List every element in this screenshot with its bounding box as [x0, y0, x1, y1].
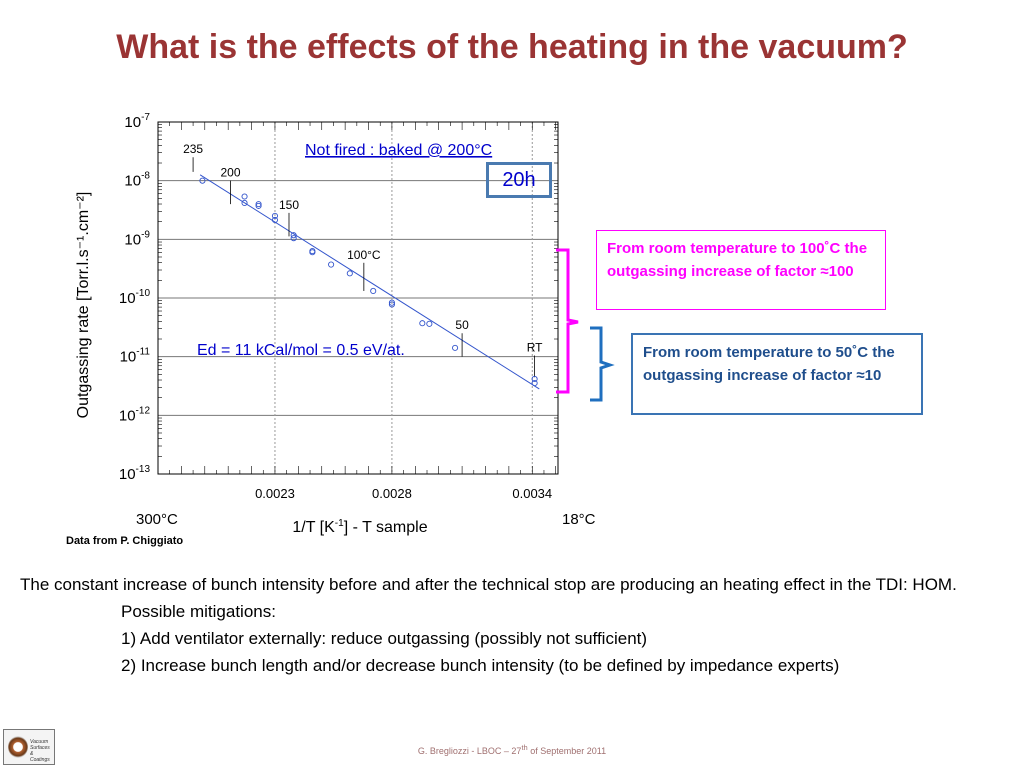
logo-text: Vacuum Surfaces & Coatings [30, 739, 50, 763]
data-point [370, 287, 377, 295]
x-tick-label: 0.0028 [372, 486, 412, 501]
y-tick-label: 10-10 [119, 288, 151, 307]
data-point [290, 235, 297, 242]
body-line-2: Possible mitigations: [121, 602, 276, 621]
data-point [241, 199, 248, 207]
data-point [309, 249, 316, 256]
data-point [241, 193, 248, 200]
logo-ring-icon [8, 736, 28, 758]
data-point [346, 270, 353, 277]
series-title: Not fired : baked @ 200°C [305, 142, 492, 159]
data-point [255, 202, 262, 209]
data-point [452, 344, 459, 351]
temp-marker-label: 150 [279, 198, 299, 212]
y-tick-label: 10-13 [119, 464, 151, 483]
temp-right-label: 18°C [562, 511, 596, 528]
footer: G. Bregliozzi - LBOC – 27th of September… [417, 743, 607, 756]
y-tick-label: 10-8 [124, 171, 150, 190]
y-axis-label: Outgassing rate [Torr.l.s⁻¹.cm⁻²] [75, 192, 92, 419]
data-point [426, 320, 433, 327]
temp-marker-label: 235 [183, 142, 203, 156]
data-point [531, 380, 538, 387]
data-point [388, 299, 395, 306]
data-credit: Data from P. Chiggiato [66, 535, 184, 547]
fit-label: Ed = 11 kCal/mol = 0.5 eV/at. [197, 342, 405, 359]
data-point [271, 212, 279, 219]
pink-brace [556, 248, 579, 394]
data-point [199, 177, 206, 184]
fit-line [199, 174, 540, 390]
duration-box: 20h [486, 162, 552, 198]
temp-marker-label: 200 [220, 166, 240, 180]
note-50c: From room temperature to 50˚C the outgas… [631, 333, 923, 415]
temp-left-label: 300°C [136, 511, 178, 528]
data-point [531, 375, 538, 383]
body-line-4: 2) Increase bunch length and/or decrease… [121, 656, 840, 675]
data-point [255, 201, 262, 208]
data-point [290, 232, 297, 239]
vacuum-logo: Vacuum Surfaces & Coatings [3, 729, 55, 765]
slide-title: What is the effects of the heating in th… [116, 28, 908, 66]
outgassing-chart: 0.0023 0.0028 0.0034 10-7 10-8 10-9 10-10 10-1… [75, 112, 615, 536]
y-tick-label: 10-9 [124, 229, 150, 248]
data-point [419, 320, 426, 327]
x-axis-label: 1/T [K-1] - T sample [292, 518, 427, 536]
data-point [328, 261, 335, 268]
data-point [388, 301, 395, 308]
note-100c: From room temperature to 100˚C the outga… [596, 230, 886, 310]
temp-marker-label: 100°C [347, 248, 381, 262]
data-point [271, 216, 279, 224]
body-text: The constant increase of bunch intensity… [20, 571, 1020, 679]
x-tick-label: 0.0034 [512, 486, 552, 501]
y-tick-label: 10-11 [120, 347, 151, 366]
body-line-1: The constant increase of bunch intensity… [20, 575, 957, 594]
y-tick-label: 10-12 [119, 405, 151, 424]
plot-frame [157, 121, 559, 475]
blue-brace [590, 326, 615, 402]
temp-marker-label: RT [527, 340, 543, 354]
y-tick-label: 10-7 [124, 112, 150, 131]
temp-marker-label: 50 [455, 318, 469, 332]
x-tick-label: 0.0023 [255, 486, 295, 501]
body-line-3: 1) Add ventilator externally: reduce out… [121, 629, 648, 648]
